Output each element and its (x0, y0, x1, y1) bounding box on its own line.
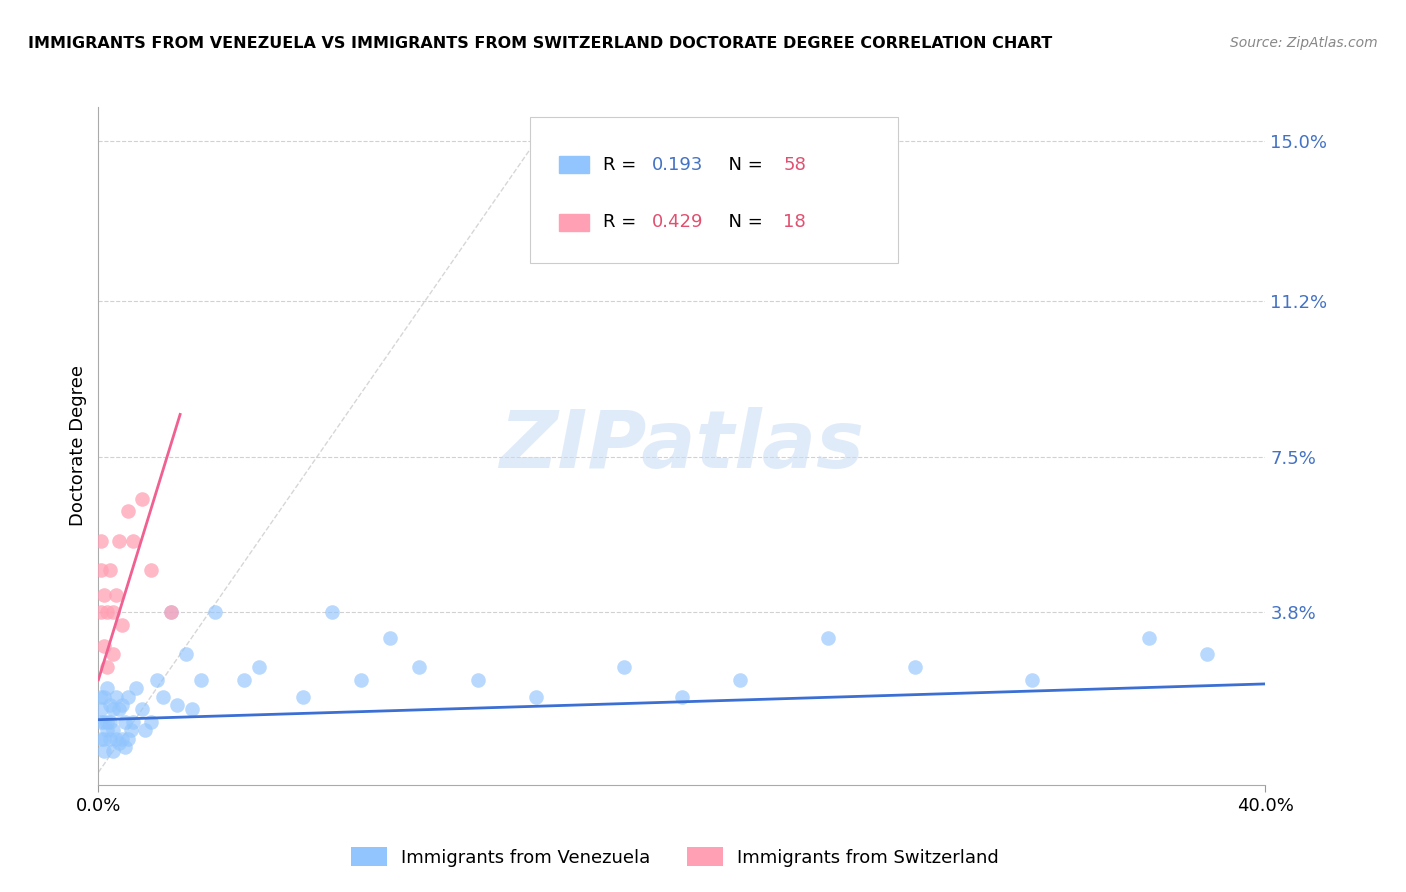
Point (117, 504, 139, 518)
Point (139, 563, 162, 577)
Point (98, 714, 121, 729)
Point (93, 589, 115, 603)
Point (96, 714, 118, 729)
Point (160, 605, 183, 619)
Bar (560, 214, 589, 231)
Point (93, 690, 115, 704)
Point (101, 702, 124, 716)
Text: IMMIGRANTS FROM VENEZUELA VS IMMIGRANTS FROM SWITZERLAND DOCTORATE DEGREE CORREL: IMMIGRANTS FROM VENEZUELA VS IMMIGRANTS … (28, 36, 1052, 51)
Point (90, 702, 112, 716)
Point (90, 714, 112, 729)
Point (93, 714, 115, 729)
Text: 0.193: 0.193 (651, 156, 703, 174)
Point (117, 731, 139, 746)
Point (111, 618, 134, 632)
Point (291, 690, 314, 704)
Text: N =: N = (717, 156, 769, 174)
Point (204, 605, 226, 619)
Bar (560, 156, 589, 173)
Point (90, 563, 112, 577)
Point (247, 660, 270, 674)
Point (108, 702, 131, 716)
Point (114, 740, 136, 755)
Point (1137, 631, 1160, 645)
Point (380, 631, 402, 645)
Point (90, 533, 112, 548)
FancyBboxPatch shape (530, 117, 898, 263)
Point (98, 698, 121, 712)
Point (131, 702, 153, 716)
Text: N =: N = (717, 213, 769, 231)
Text: ZIPatlas: ZIPatlas (499, 407, 865, 485)
Point (108, 533, 131, 548)
Point (467, 673, 489, 687)
Point (131, 491, 153, 506)
Point (96, 605, 118, 619)
Point (111, 731, 134, 746)
Point (101, 744, 124, 758)
Point (101, 648, 124, 662)
Point (408, 660, 430, 674)
Point (96, 660, 118, 674)
Point (98, 731, 121, 746)
Point (1195, 648, 1218, 662)
Text: 18: 18 (783, 213, 806, 231)
Text: 58: 58 (783, 156, 806, 174)
Point (190, 673, 212, 687)
Point (122, 714, 145, 729)
Point (98, 563, 121, 577)
Legend: Immigrants from Venezuela, Immigrants from Switzerland: Immigrants from Venezuela, Immigrants fr… (343, 840, 1007, 874)
Point (904, 660, 927, 674)
Point (101, 723, 124, 738)
Point (146, 673, 169, 687)
Point (730, 673, 752, 687)
Point (96, 681, 118, 695)
Point (111, 698, 134, 712)
Point (524, 690, 547, 704)
Point (90, 690, 112, 704)
Point (108, 736, 131, 750)
Point (125, 681, 148, 695)
Y-axis label: Doctorate Degree: Doctorate Degree (69, 366, 87, 526)
Point (104, 589, 127, 603)
Point (160, 605, 183, 619)
Point (321, 605, 343, 619)
Point (671, 690, 693, 704)
Point (350, 673, 373, 687)
Point (117, 690, 139, 704)
Point (93, 731, 115, 746)
Point (96, 723, 118, 738)
Text: R =: R = (603, 213, 641, 231)
Point (104, 731, 127, 746)
Point (93, 744, 115, 758)
Point (134, 723, 156, 738)
Point (114, 714, 136, 729)
Point (101, 605, 124, 619)
Point (1021, 673, 1043, 687)
Point (93, 639, 115, 653)
Point (90, 731, 112, 746)
Point (180, 702, 202, 716)
Text: 0.429: 0.429 (651, 213, 703, 231)
Point (139, 714, 162, 729)
Point (233, 673, 256, 687)
Text: Source: ZipAtlas.com: Source: ZipAtlas.com (1230, 36, 1378, 50)
Point (104, 690, 127, 704)
Point (166, 698, 188, 712)
Point (612, 660, 634, 674)
Point (817, 631, 839, 645)
Point (90, 605, 112, 619)
Point (152, 690, 174, 704)
Point (122, 533, 145, 548)
Point (120, 723, 142, 738)
Point (174, 648, 197, 662)
Text: R =: R = (603, 156, 641, 174)
